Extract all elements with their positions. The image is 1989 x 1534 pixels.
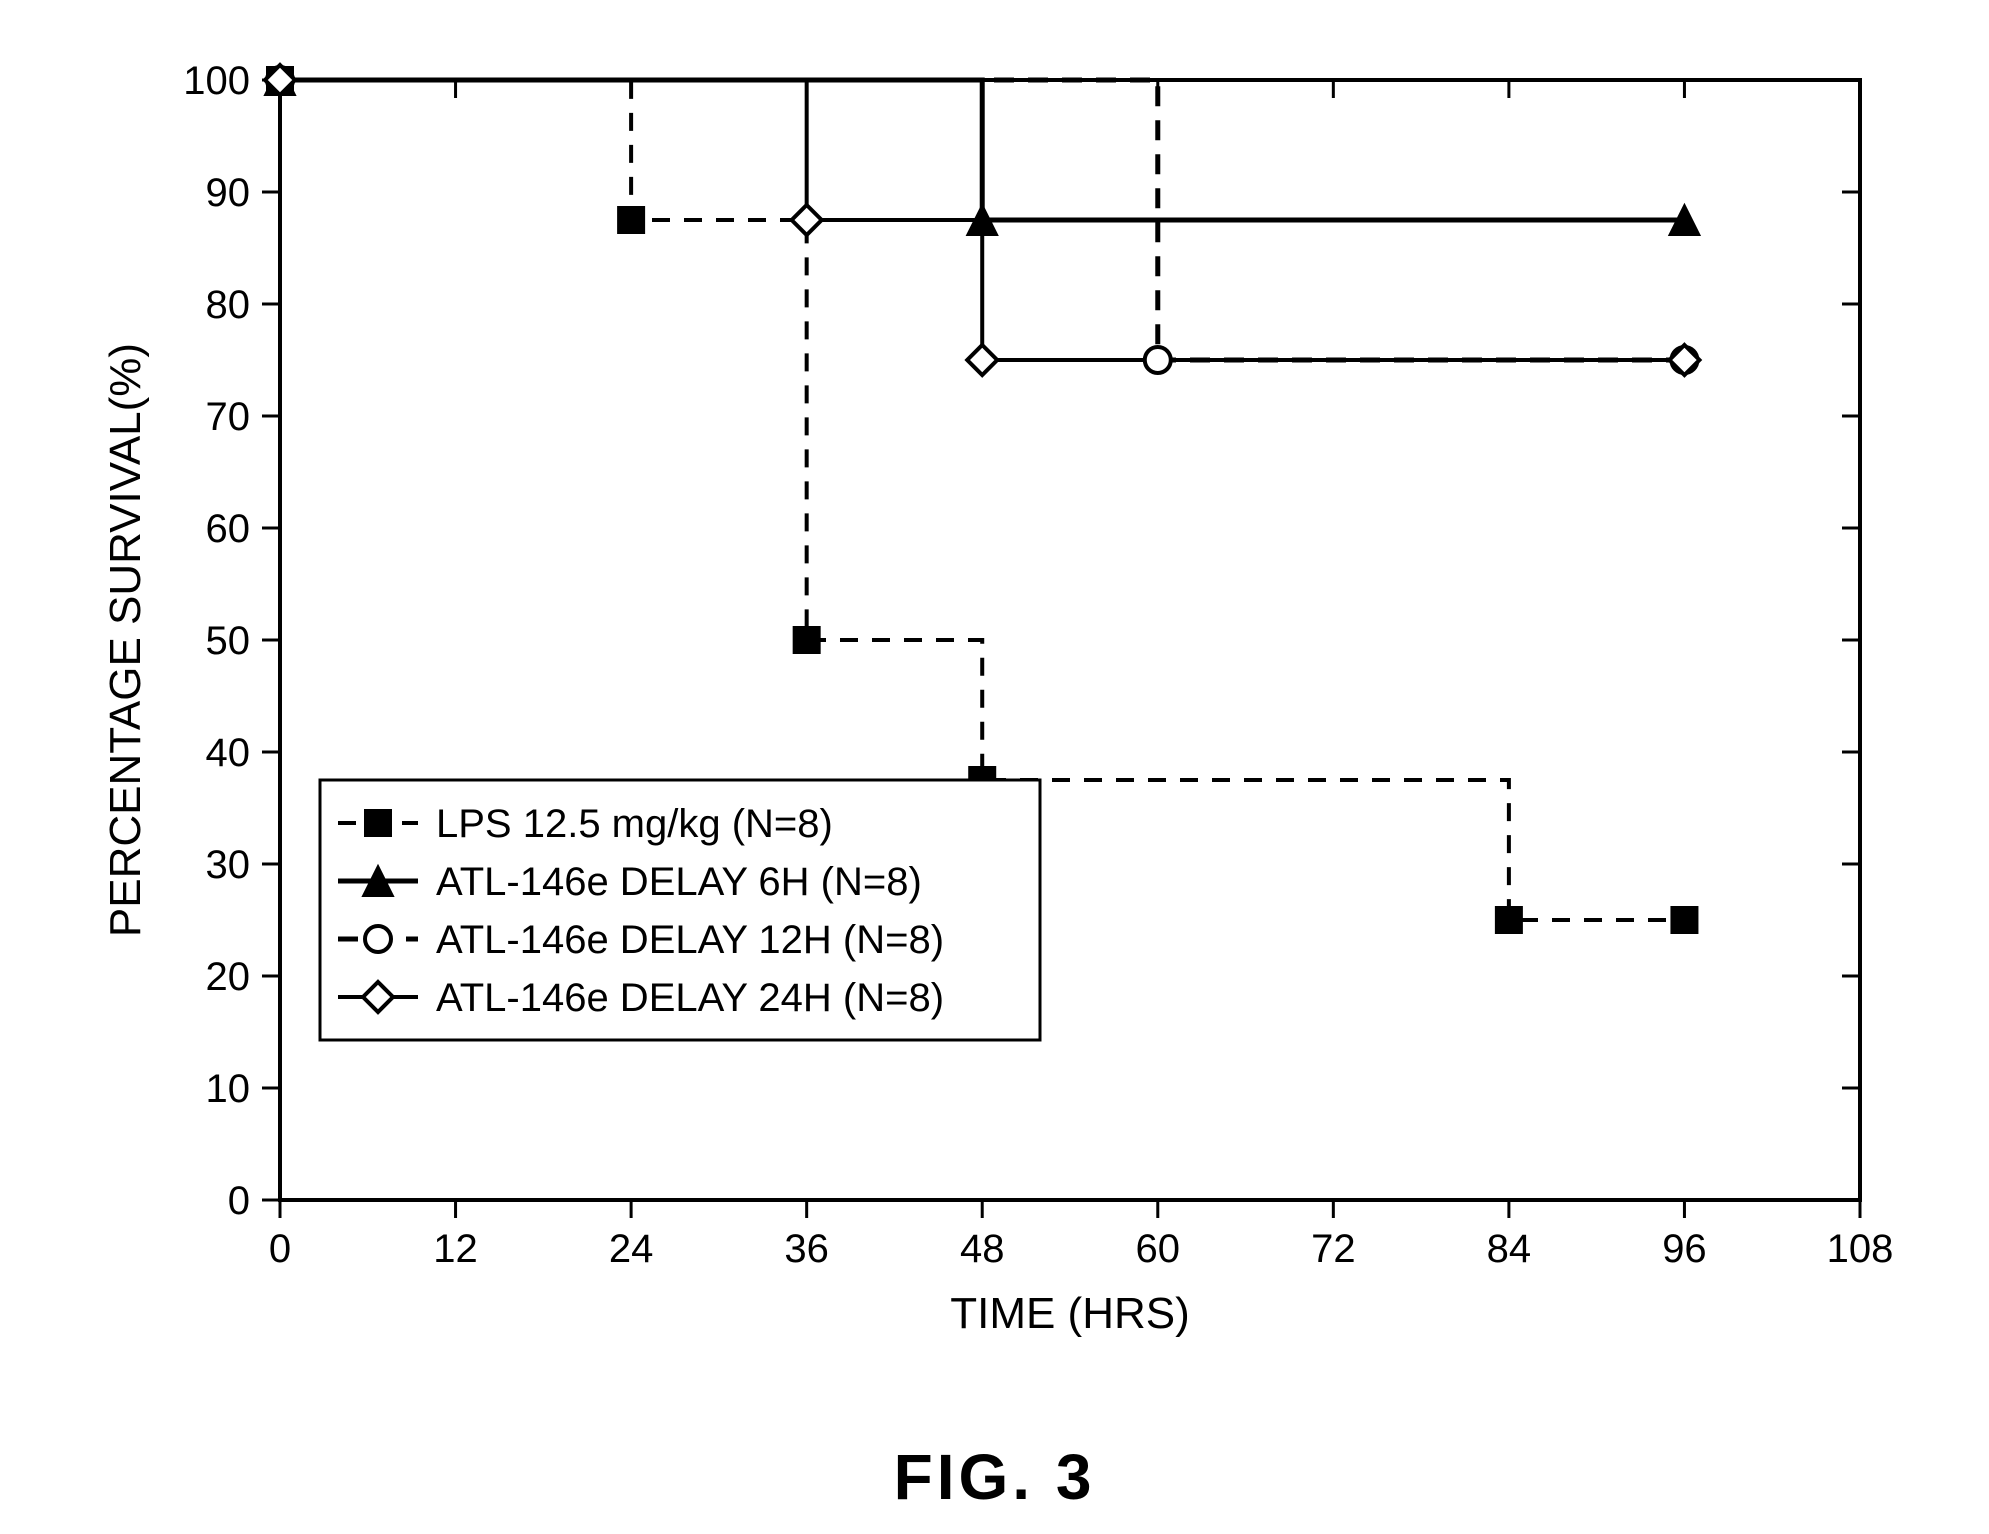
series-line	[280, 80, 1684, 220]
legend-label: ATL-146e DELAY 12H (N=8)	[436, 918, 944, 962]
x-tick-label: 96	[1662, 1227, 1707, 1271]
x-axis-label: TIME (HRS)	[950, 1289, 1190, 1338]
marker-filled-square	[1496, 907, 1522, 933]
y-tick-label: 100	[183, 59, 250, 103]
series-delay6h	[280, 80, 1684, 220]
y-tick-label: 70	[206, 395, 251, 439]
x-tick-label: 84	[1487, 1227, 1532, 1271]
survival-chart: 0 12 24 36 48 60 72 84 96 108 TIME (HRS) 0 10 20 30 40 5…	[0, 0, 1989, 1380]
x-tick-label: 48	[960, 1227, 1005, 1271]
y-axis-label: PERCENTAGE SURVIVAL(%)	[101, 343, 150, 937]
y-tick-label: 10	[206, 1067, 251, 1111]
x-tick-label: 108	[1827, 1227, 1894, 1271]
legend: LPS 12.5 mg/kg (N=8) ATL-146e DELAY 6H (N…	[320, 780, 1040, 1040]
y-tick-label: 90	[206, 171, 251, 215]
marker-open-circle	[365, 926, 391, 952]
y-tick-label: 0	[228, 1179, 250, 1223]
y-tick-label: 80	[206, 283, 251, 327]
y-tick-label: 20	[206, 955, 251, 999]
x-tick-label: 24	[609, 1227, 654, 1271]
legend-label: LPS 12.5 mg/kg (N=8)	[436, 802, 833, 846]
y-tick-label: 50	[206, 619, 251, 663]
marker-filled-square	[1671, 907, 1697, 933]
x-tick-label: 36	[784, 1227, 829, 1271]
x-tick-label: 12	[433, 1227, 478, 1271]
legend-label: ATL-146e DELAY 24H (N=8)	[436, 976, 944, 1020]
marker-open-diamond	[792, 205, 822, 235]
x-tick-label: 72	[1311, 1227, 1356, 1271]
figure-caption: FIG. 3	[0, 1440, 1989, 1514]
y-tick-label: 40	[206, 731, 251, 775]
marker-filled-square	[618, 207, 644, 233]
y-tick-label: 30	[206, 843, 251, 887]
x-tick-label: 60	[1136, 1227, 1181, 1271]
x-tick-label: 0	[269, 1227, 291, 1271]
y-tick-label: 60	[206, 507, 251, 551]
marker-filled-square	[365, 810, 391, 836]
page: 0 12 24 36 48 60 72 84 96 108 TIME (HRS) 0 10 20 30 40 5…	[0, 0, 1989, 1534]
legend-label: ATL-146e DELAY 6H (N=8)	[436, 860, 922, 904]
marker-open-circle	[1145, 347, 1171, 373]
marker-filled-square	[794, 627, 820, 653]
marker-open-diamond	[967, 345, 997, 375]
